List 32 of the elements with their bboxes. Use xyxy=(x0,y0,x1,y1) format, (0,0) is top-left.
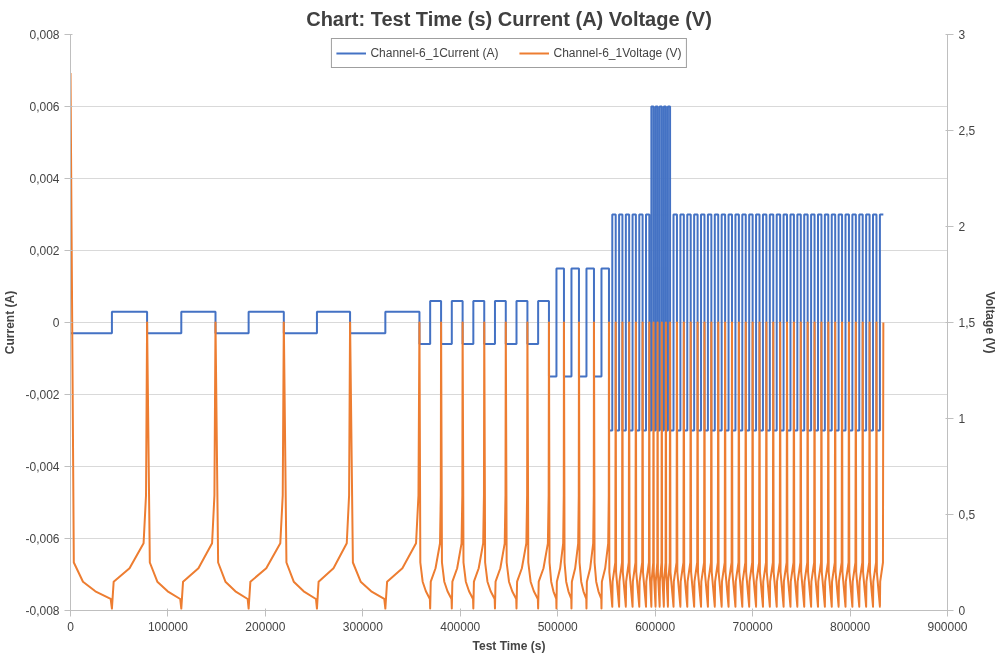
y2-tick-label: 1,5 xyxy=(958,316,976,330)
x-tick-label: 100000 xyxy=(147,619,189,634)
y-tick-label: 0,002 xyxy=(29,244,60,258)
x-tick-label: 700000 xyxy=(732,619,773,634)
y-tick-label: 0,004 xyxy=(29,172,60,186)
legend-label: Channel-6_1Voltage (V) xyxy=(553,46,682,60)
x-tick-label: 800000 xyxy=(830,619,871,634)
y2-axis-title: Voltage (V) xyxy=(983,291,998,354)
y-tick-label: -0,004 xyxy=(25,460,60,474)
x-tick-label: 500000 xyxy=(537,619,579,634)
y2-tick-label: 0,5 xyxy=(958,508,976,522)
y2-tick-label: 1 xyxy=(958,412,966,426)
legend-label: Channel-6_1Current (A) xyxy=(370,46,499,60)
x-tick-label: 400000 xyxy=(440,619,481,634)
y-axis-title: Current (A) xyxy=(3,290,18,355)
x-tick-label: 200000 xyxy=(245,619,286,634)
y-tick-label: -0,008 xyxy=(25,604,60,618)
chart-title: Chart: Test Time (s) Current (A) Voltage (V) xyxy=(306,7,712,30)
x-tick-label: 300000 xyxy=(342,619,384,634)
x-axis-title: Test Time (s) xyxy=(472,638,546,653)
y-tick-label: 0,006 xyxy=(29,100,60,114)
y2-tick-label: 2 xyxy=(958,220,966,234)
x-tick-label: 900000 xyxy=(927,619,968,634)
y-tick-label: -0,002 xyxy=(25,388,60,402)
y2-tick-label: 0 xyxy=(958,604,966,618)
y2-tick-label: 3 xyxy=(958,28,966,42)
x-tick-label: 0 xyxy=(67,619,75,634)
y-tick-label: 0,008 xyxy=(29,28,60,42)
y-tick-label: 0 xyxy=(52,316,60,330)
y2-tick-label: 2,5 xyxy=(958,124,976,138)
y-tick-label: -0,006 xyxy=(25,532,60,546)
x-tick-label: 600000 xyxy=(635,619,676,634)
